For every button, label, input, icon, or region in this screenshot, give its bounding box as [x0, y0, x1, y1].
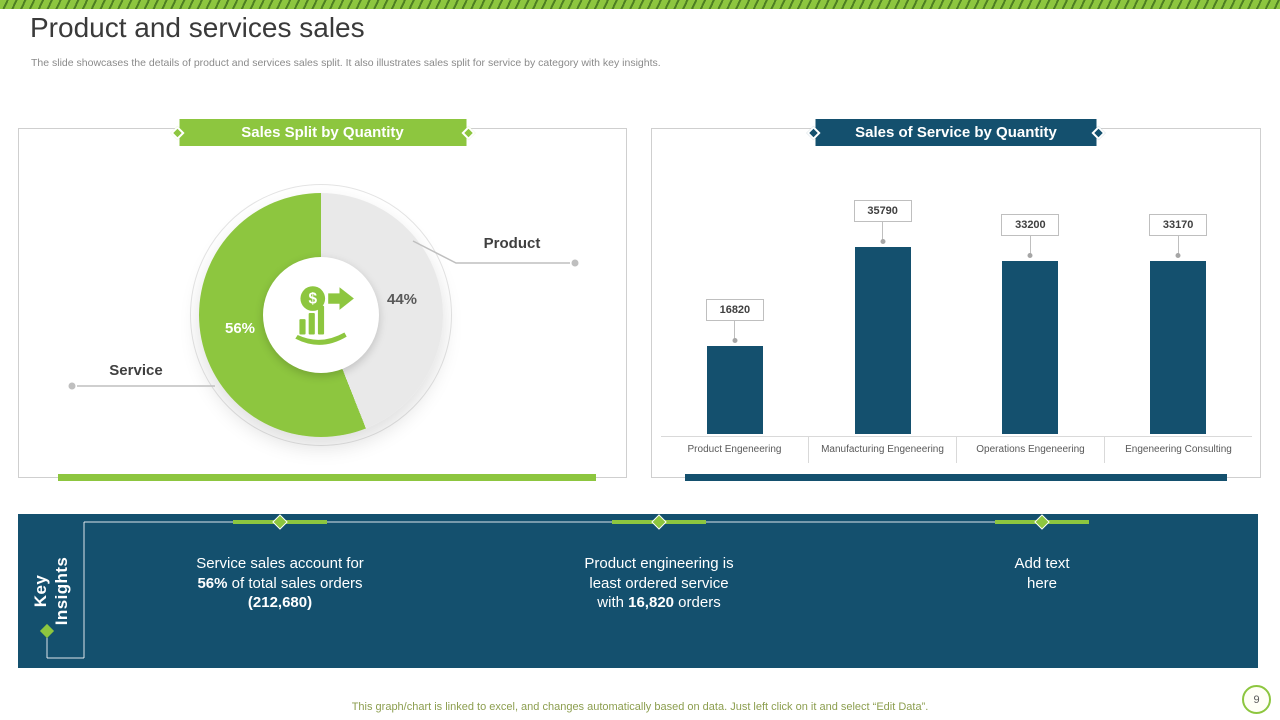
service-leader-dot: [68, 382, 76, 390]
diamond-marker-icon: [651, 514, 667, 530]
bar-value-connector: [734, 321, 736, 341]
insight-text: Product engineering is least ordered ser…: [584, 555, 734, 611]
page-number-badge: 9: [1242, 685, 1271, 714]
key-insights-heading: Key Insights: [31, 556, 71, 626]
sales-money-icon: $: [295, 286, 354, 345]
insight-text: of total sales orders: [227, 574, 363, 592]
bar[interactable]: [1150, 261, 1207, 434]
bar-chart-panel: Sales of Service by Quantity 16820 35790…: [651, 119, 1261, 481]
bar-chart-title-badge: Sales of Service by Quantity: [806, 119, 1106, 146]
insight-text: orders: [674, 594, 721, 611]
bar-value-connector: [1029, 236, 1031, 256]
slide-subtitle: The slide showcases the details of produ…: [31, 57, 661, 69]
key-insights-heading-box: Key Insights: [18, 532, 84, 650]
donut-hole: $: [263, 257, 379, 373]
insight-accent-line: [233, 520, 327, 524]
insight-item-2: Product engineering is least ordered ser…: [574, 554, 744, 613]
donut-chart[interactable]: $: [190, 184, 452, 446]
pie-chart-title: Sales Split by Quantity: [241, 124, 404, 141]
axis-label: Manufacturing Engeneering: [808, 437, 956, 463]
bar-value-connector: [882, 222, 884, 242]
service-percent-label: 56%: [224, 320, 256, 337]
product-slice-label: Product: [483, 235, 541, 252]
bar-chart-title: Sales of Service by Quantity: [855, 124, 1057, 141]
diamond-marker-icon: [272, 514, 288, 530]
diamond-marker-icon: [1034, 514, 1050, 530]
slide-title: Product and services sales: [30, 12, 365, 43]
axis-label: Operations Engeneering: [956, 437, 1104, 463]
insight-accent-line: [612, 520, 706, 524]
dollar-glyph: $: [308, 291, 317, 308]
page-number: 9: [1253, 693, 1260, 706]
top-decorative-strip: [0, 0, 1280, 9]
insight-text: Service sales account for: [196, 555, 364, 572]
insight-accent-line: [995, 520, 1089, 524]
bar-value-label: 33170: [1149, 214, 1208, 236]
insight-item-1: Service sales account for 56% of total s…: [195, 554, 365, 613]
bar-value-label: 33200: [1001, 214, 1060, 236]
insight-bold-text: (212,680): [247, 594, 313, 611]
bar-chart-plot[interactable]: 16820 35790 33200 33170: [661, 147, 1252, 434]
axis-label: Product Engeneering: [687, 444, 782, 455]
donut-outline-ring: [190, 184, 452, 446]
bar[interactable]: [1002, 261, 1059, 434]
bar-chart-x-axis: Product Engeneering Manufacturing Engene…: [661, 436, 1252, 463]
panel-accent-bar: [58, 474, 596, 481]
panel-accent-bar: [685, 474, 1227, 481]
badge-diamond-icon: [460, 125, 476, 140]
pie-chart-panel: Sales Split by Quantity $: [18, 119, 627, 481]
product-leader-dot: [571, 259, 579, 267]
bar-value-connector: [1177, 236, 1179, 256]
insight-bold-text: 16,820: [628, 594, 675, 611]
badge-diamond-icon: [806, 125, 821, 140]
bar[interactable]: [854, 247, 911, 434]
badge-diamond-icon: [1091, 125, 1106, 140]
bar-column: 33200: [957, 147, 1105, 434]
bar-value-label: 35790: [853, 200, 912, 222]
badge-diamond-icon: [169, 125, 185, 140]
insight-bold-text: 56%: [197, 574, 228, 592]
key-insights-band: Key Insights Service sales account for 5…: [18, 514, 1258, 668]
pie-chart-title-badge: Sales Split by Quantity: [169, 119, 476, 146]
axis-label: Engeneering Consulting: [1104, 437, 1252, 463]
bar-column: 16820: [661, 147, 809, 434]
service-slice-label: Service: [109, 362, 163, 379]
insight-item-3: Add text here: [1002, 554, 1082, 593]
footer-note: This graph/chart is linked to excel, and…: [351, 701, 929, 713]
bar-value-label: 16820: [705, 299, 764, 321]
product-percent-label: 44%: [386, 291, 418, 308]
bar[interactable]: [706, 346, 763, 434]
insight-text: Add text here: [1014, 555, 1070, 592]
bar-column: 35790: [809, 147, 957, 434]
bar-column: 33170: [1104, 147, 1252, 434]
